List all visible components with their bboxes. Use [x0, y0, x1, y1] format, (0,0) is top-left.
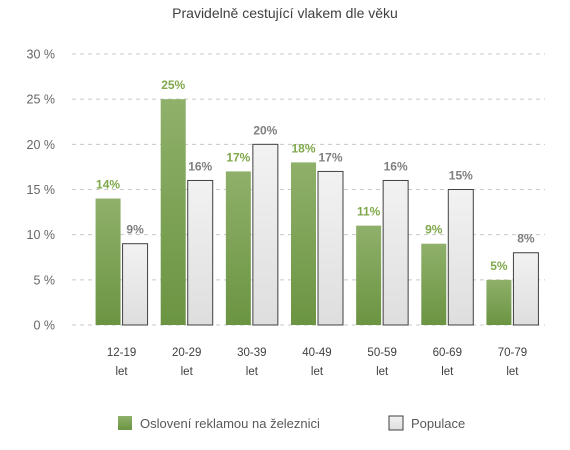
legend-swatch-advertising	[118, 416, 132, 430]
bar-advertising	[486, 279, 512, 325]
data-label: 20%	[253, 123, 277, 137]
data-label: 25%	[161, 78, 185, 92]
bar-population	[317, 170, 344, 326]
legend-label: Oslovení reklamou na železnici	[140, 416, 320, 431]
y-tick-label: 0 %	[33, 319, 55, 333]
data-label: 11%	[357, 205, 381, 219]
bar-advertising	[356, 225, 382, 325]
data-label: 16%	[384, 159, 408, 173]
bar-advertising	[421, 243, 447, 325]
y-axis-ticks: 0 % 5 % 10 % 15 % 20 % 25 % 30 %	[27, 48, 56, 333]
x-tick-label: 40-49	[302, 347, 331, 359]
data-label: 14%	[96, 178, 120, 192]
x-tick-label-unit: let	[441, 366, 454, 378]
bar-population	[187, 179, 214, 326]
bars	[95, 99, 539, 326]
data-label: 16%	[188, 159, 212, 173]
x-tick-label: 12-19	[107, 347, 136, 359]
y-tick-label: 30 %	[27, 48, 56, 62]
x-tick-label-unit: let	[311, 366, 324, 378]
y-tick-label: 10 %	[27, 228, 56, 242]
x-tick-label: 50-59	[367, 347, 396, 359]
y-tick-label: 5 %	[33, 273, 55, 287]
data-label: 17%	[318, 150, 342, 164]
bar-population	[122, 243, 149, 326]
data-label: 18%	[291, 141, 315, 155]
data-label: 15%	[449, 169, 473, 183]
x-tick-label-unit: let	[246, 366, 259, 378]
x-tick-label-unit: let	[506, 366, 519, 378]
bar-advertising	[291, 162, 316, 325]
y-tick-label: 25 %	[27, 93, 56, 107]
x-tick-label: 20-29	[172, 347, 201, 359]
x-tick-label-unit: let	[115, 366, 128, 378]
data-label: 8%	[517, 232, 535, 246]
value-labels: 14%9%25%16%17%20%18%17%11%16%9%15%5%8%	[96, 78, 535, 273]
bar-advertising	[160, 99, 186, 326]
legend: Oslovení reklamou na železnici Populace	[118, 415, 465, 431]
x-tick-label: 60-69	[433, 347, 462, 359]
x-tick-label-unit: let	[376, 366, 389, 378]
data-label: 9%	[126, 223, 144, 237]
x-tick-label-unit: let	[181, 366, 194, 378]
bar-population	[252, 143, 279, 326]
category-labels: 12-19 let 20-29 let 30-39 let 40-49 let 50-59 let…	[107, 347, 527, 378]
y-tick-label: 20 %	[27, 138, 56, 152]
data-label: 5%	[490, 259, 508, 273]
data-label: 17%	[226, 150, 250, 164]
legend-swatch-population	[388, 415, 404, 431]
x-tick-label: 30-39	[237, 347, 266, 359]
bar-advertising	[225, 171, 251, 325]
x-tick-label: 70-79	[498, 347, 527, 359]
bar-advertising	[95, 198, 121, 325]
chart-title: Pravidelně cestující vlakem dle věku	[172, 5, 398, 21]
y-tick-label: 15 %	[27, 183, 56, 197]
bar-population	[447, 189, 474, 326]
data-label: 9%	[425, 223, 443, 237]
legend-label: Populace	[411, 416, 465, 431]
bar-population	[512, 252, 539, 326]
bar-population	[382, 179, 409, 326]
